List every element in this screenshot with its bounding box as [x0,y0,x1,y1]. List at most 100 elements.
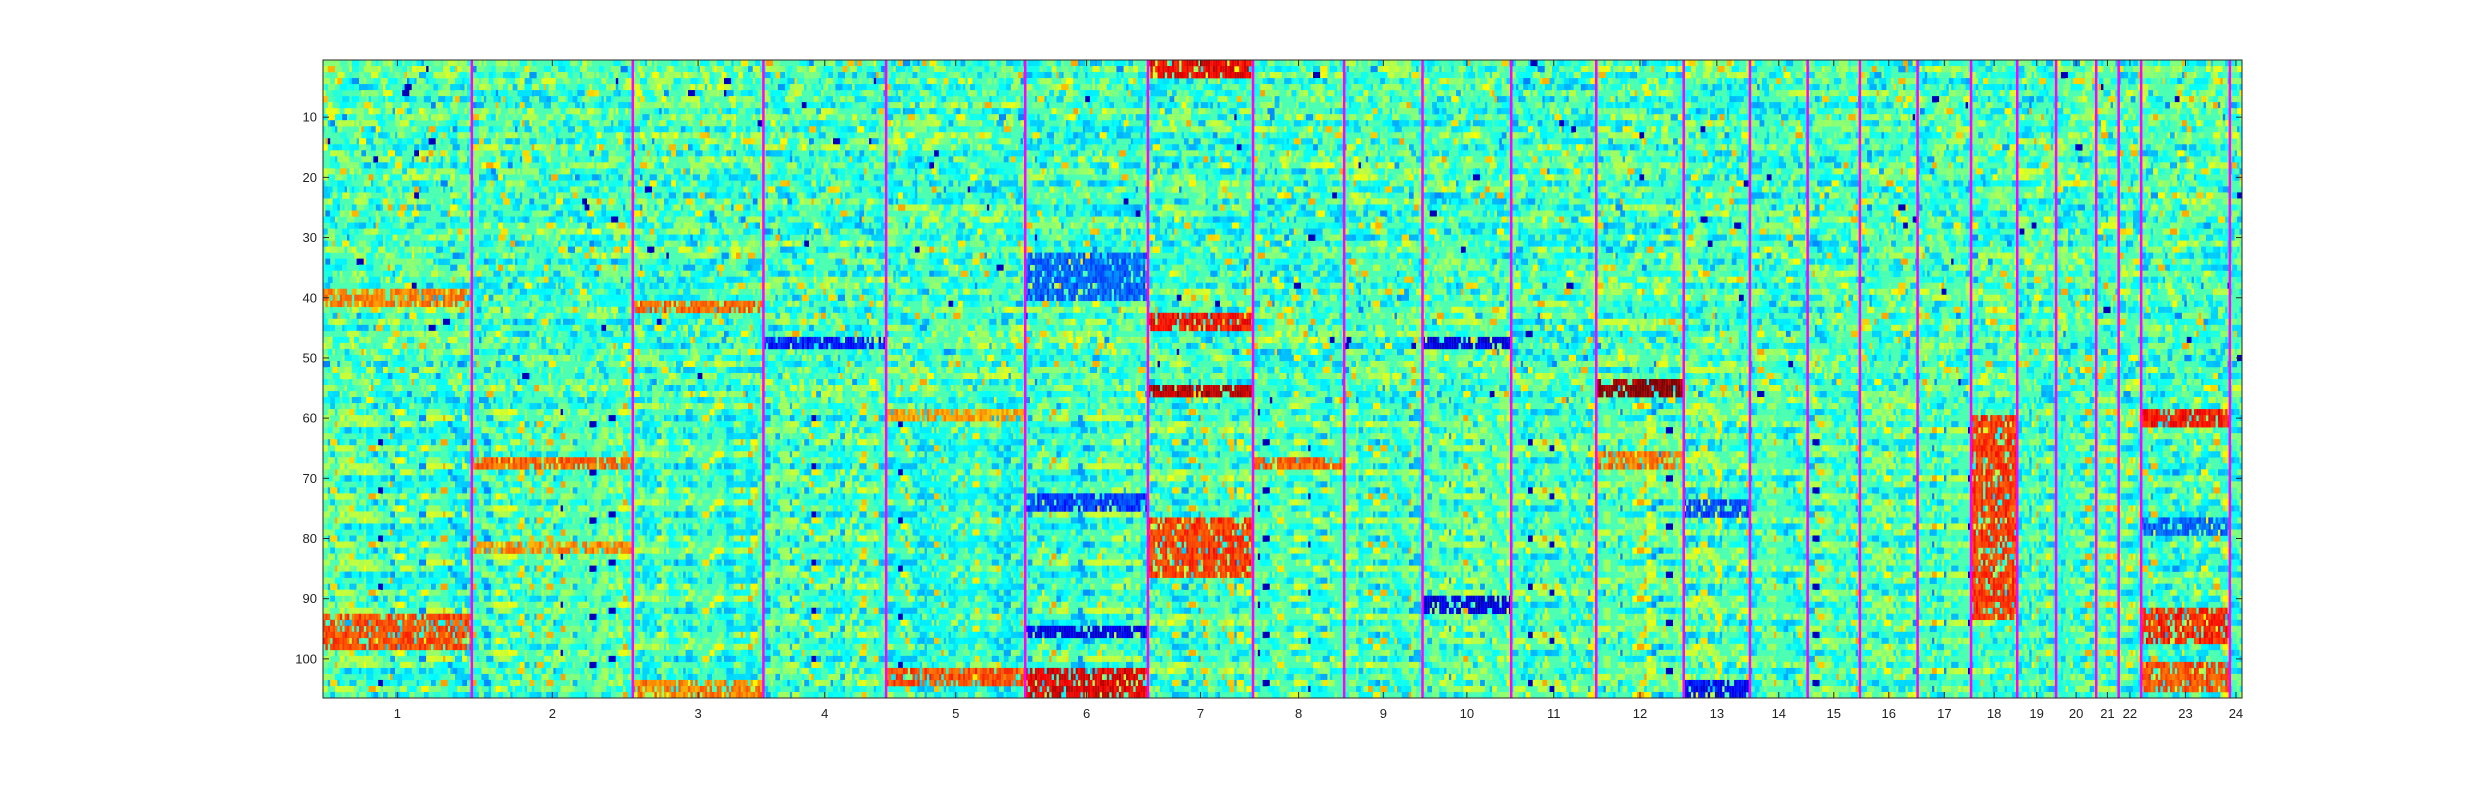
heatmap-cell [903,102,908,108]
heatmap-cell [1552,90,1554,96]
heatmap-cell [2187,126,2192,132]
heatmap-cell [1102,72,1104,78]
heatmap-cell [1793,78,1795,84]
heatmap-cell [840,156,842,162]
heatmap-cell [1203,84,1210,90]
heatmap-cell [838,126,840,132]
heatmap-cell [534,120,541,126]
heatmap-cell [1447,96,1449,102]
heatmap-cell [1066,102,1073,108]
heatmap-cell [985,144,992,150]
heatmap-cell [1708,156,1713,162]
heatmap-cell [956,60,961,66]
heatmap-cell [1066,132,1068,138]
heatmap-cell [498,108,500,114]
heatmap-cell [1827,84,1829,90]
heatmap-cell [2160,60,2167,66]
heatmap-cell [1203,156,1208,162]
heatmap-cell [515,72,520,78]
heatmap-cell [2108,108,2115,114]
heatmap-cell [1318,132,1323,138]
heatmap-cell [2083,114,2085,120]
heatmap-cell [1932,150,1937,156]
heatmap-cell [2220,144,2225,150]
heatmap-cell [580,66,587,72]
heatmap-cell [1427,120,1434,126]
heatmap-cell [1182,132,1184,138]
heatmap-cell [1732,150,1737,156]
heatmap-cell [985,108,992,114]
heatmap-cell [450,138,457,144]
heatmap-cell [937,90,942,96]
heatmap-cell [1939,90,1941,96]
heatmap-cell [901,132,906,138]
heatmap-cell [1528,96,1530,102]
heatmap-cell [1625,102,1630,108]
heatmap-cell [1306,60,1311,66]
heatmap-cell [1839,72,1846,78]
heatmap-cell [568,78,570,84]
heatmap-cell [2071,66,2073,72]
heatmap-cell [2002,144,2009,150]
heatmap-cell [1586,156,1591,162]
heatmap-cell [1639,150,1641,156]
heatmap-cell [712,66,714,72]
heatmap-cell [1275,102,1280,108]
heatmap-cell [2068,72,2075,78]
heatmap-cell [1378,60,1383,66]
heatmap-cell [1533,156,1538,162]
heatmap-cell [2208,60,2210,66]
heatmap-cell [1016,108,1018,114]
heatmap-cell [1588,90,1590,96]
heatmap-cell [2165,66,2172,72]
heatmap-cell [405,96,410,102]
heatmap-cell [1427,108,1429,114]
heatmap-cell [525,84,532,90]
heatmap-cell [2204,72,2206,78]
heatmap-cell [589,126,594,132]
heatmap-cell [1693,114,1700,120]
heatmap-cell [1073,90,1078,96]
heatmap-cell [337,108,339,114]
heatmap-cell [1552,66,1559,72]
heatmap-cell [838,114,845,120]
heatmap-cell [508,132,513,138]
heatmap-cell [828,102,830,108]
heatmap-cell [2007,150,2014,156]
heatmap-cell [1822,96,1829,102]
heatmap-cell [323,78,330,84]
heatmap-cell [2046,156,2053,162]
heatmap-cell [652,156,657,162]
heatmap-cell [1623,156,1625,162]
heatmap-cell [1419,60,1421,66]
heatmap-cell [481,144,483,150]
heatmap-cell [1518,78,1523,84]
heatmap-cell [1896,132,1903,138]
heatmap-cell [347,78,349,84]
heatmap-cell [1140,108,1145,114]
heatmap-cell [1194,138,1201,144]
heatmap-cell [1903,138,1908,144]
heatmap-cell [443,132,445,138]
heatmap-cell [1542,138,1547,144]
heatmap-cell [333,126,335,132]
heatmap-cell [1459,78,1461,84]
heatmap-cell [436,120,438,126]
heatmap-cell [657,96,662,102]
heatmap-cell [1985,114,1992,120]
heatmap-cell [529,120,531,126]
heatmap-cell [1471,60,1473,66]
heatmap-cell [1194,102,1199,108]
heatmap-cell [558,102,563,108]
heatmap-cell [1538,90,1545,96]
heatmap-cell [1973,102,1975,108]
heatmap-cell [1732,66,1739,72]
heatmap-cell [1946,84,1948,90]
heatmap-cell [1301,138,1306,144]
heatmap-cell [361,126,363,132]
heatmap-cell [1303,60,1305,66]
heatmap-cell [717,60,724,66]
heatmap-cell [1194,156,1199,162]
heatmap-cell [1693,126,1695,132]
heatmap-cell [1762,78,1767,84]
